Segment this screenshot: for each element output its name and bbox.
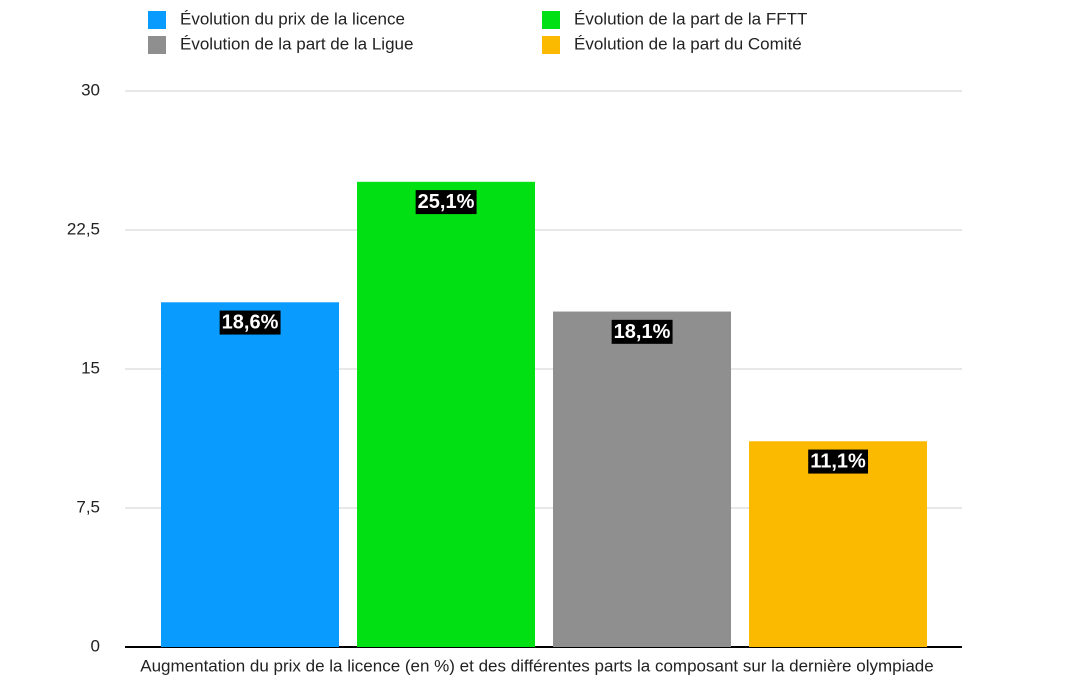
data-label: 11,1% [810, 451, 866, 473]
data-label: 18,1% [614, 321, 671, 343]
y-tick-label: 30 [81, 80, 100, 99]
legend-swatch [148, 36, 166, 54]
bar [357, 181, 535, 647]
y-tick-label: 7,5 [76, 497, 100, 516]
data-label: 25,1% [418, 191, 475, 213]
data-label-bg [808, 449, 869, 474]
bar [749, 441, 927, 647]
legend-swatch [148, 11, 166, 29]
data-label-bg [415, 190, 477, 215]
y-tick-label: 0 [91, 636, 100, 655]
legend-label: Évolution de la part de la FFTT [574, 9, 807, 28]
y-tick-label: 15 [81, 358, 100, 377]
bar [161, 302, 339, 647]
data-label-bg [611, 319, 673, 344]
legend-swatch [542, 11, 560, 29]
bar [553, 311, 731, 647]
data-label-bg [219, 310, 281, 335]
x-axis-label: Augmentation du prix de la licence (en %… [140, 656, 933, 675]
legend-swatch [542, 36, 560, 54]
legend-label: Évolution de la part du Comité [574, 34, 802, 53]
legend-label: Évolution du prix de la licence [180, 9, 405, 28]
data-label: 18,6% [222, 312, 279, 334]
y-tick-label: 22,5 [67, 219, 100, 238]
legend-label: Évolution de la part de la Ligue [180, 34, 413, 53]
